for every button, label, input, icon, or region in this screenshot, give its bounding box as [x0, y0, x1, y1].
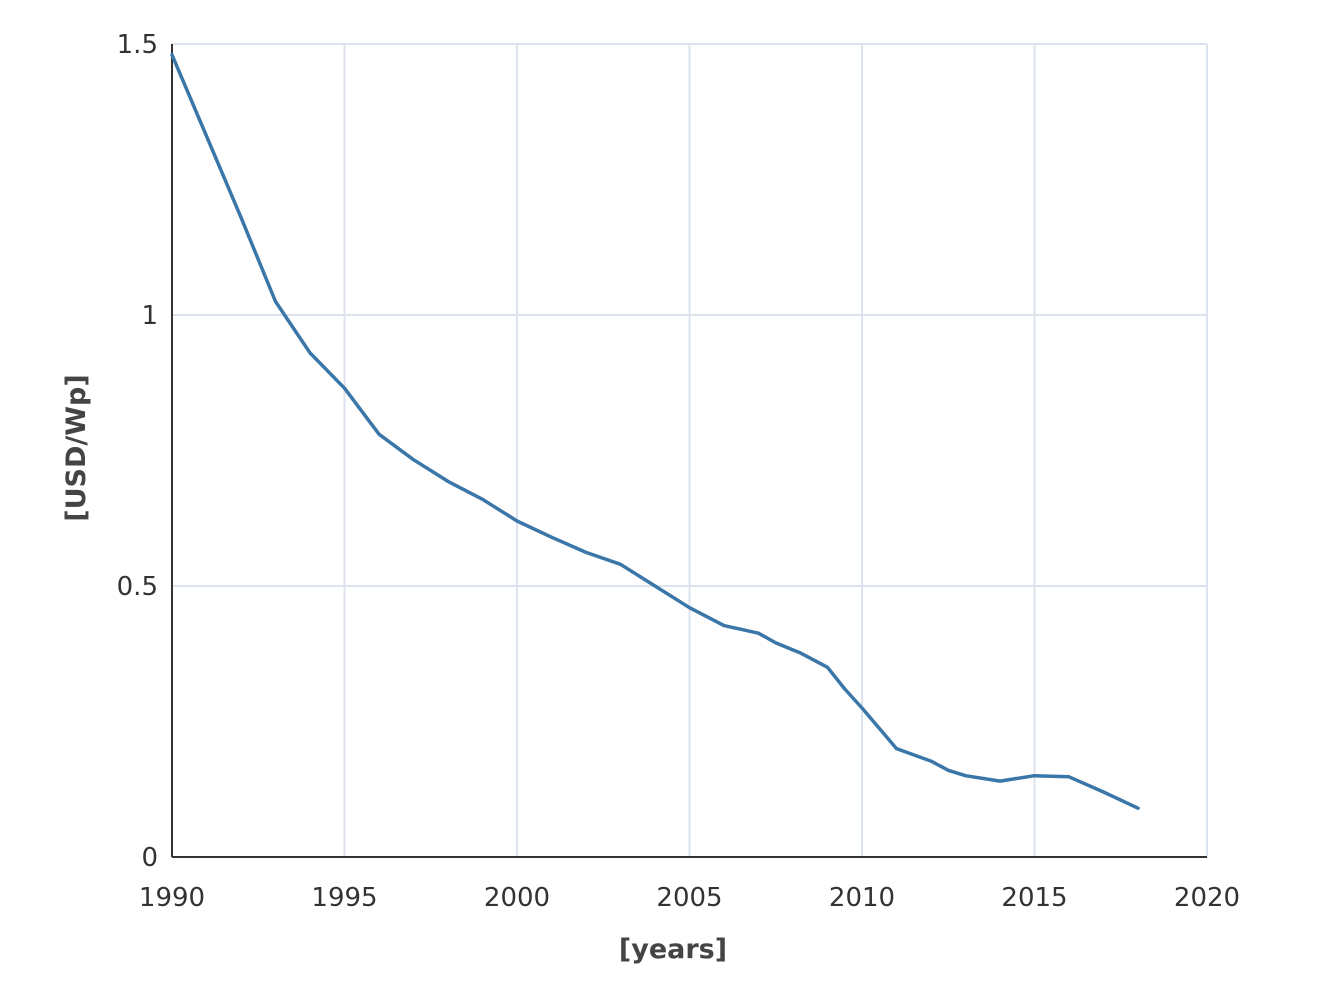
y-tick-label: 1 — [141, 301, 158, 331]
tick-labels: 1990 1995 2000 2005 2010 2015 2020 0 0.5 1 1.5 — [117, 30, 1240, 913]
y-tick-label: 1.5 — [117, 30, 158, 60]
y-tick-label: 0.5 — [117, 572, 158, 602]
x-axis-title: [years] — [619, 934, 727, 965]
y-tick-label: 0 — [141, 843, 158, 873]
x-tick-label: 2015 — [1001, 883, 1067, 913]
x-tick-label: 2010 — [829, 883, 895, 913]
series-layer — [172, 55, 1138, 808]
x-tick-label: 1990 — [139, 883, 205, 913]
y-axis-title: [USD/Wp] — [61, 374, 92, 521]
x-tick-label: 2000 — [484, 883, 550, 913]
x-tick-label: 2020 — [1174, 883, 1240, 913]
grid — [172, 44, 1207, 857]
series-line-0 — [172, 55, 1138, 808]
x-tick-label: 1995 — [311, 883, 377, 913]
x-tick-label: 2005 — [656, 883, 722, 913]
